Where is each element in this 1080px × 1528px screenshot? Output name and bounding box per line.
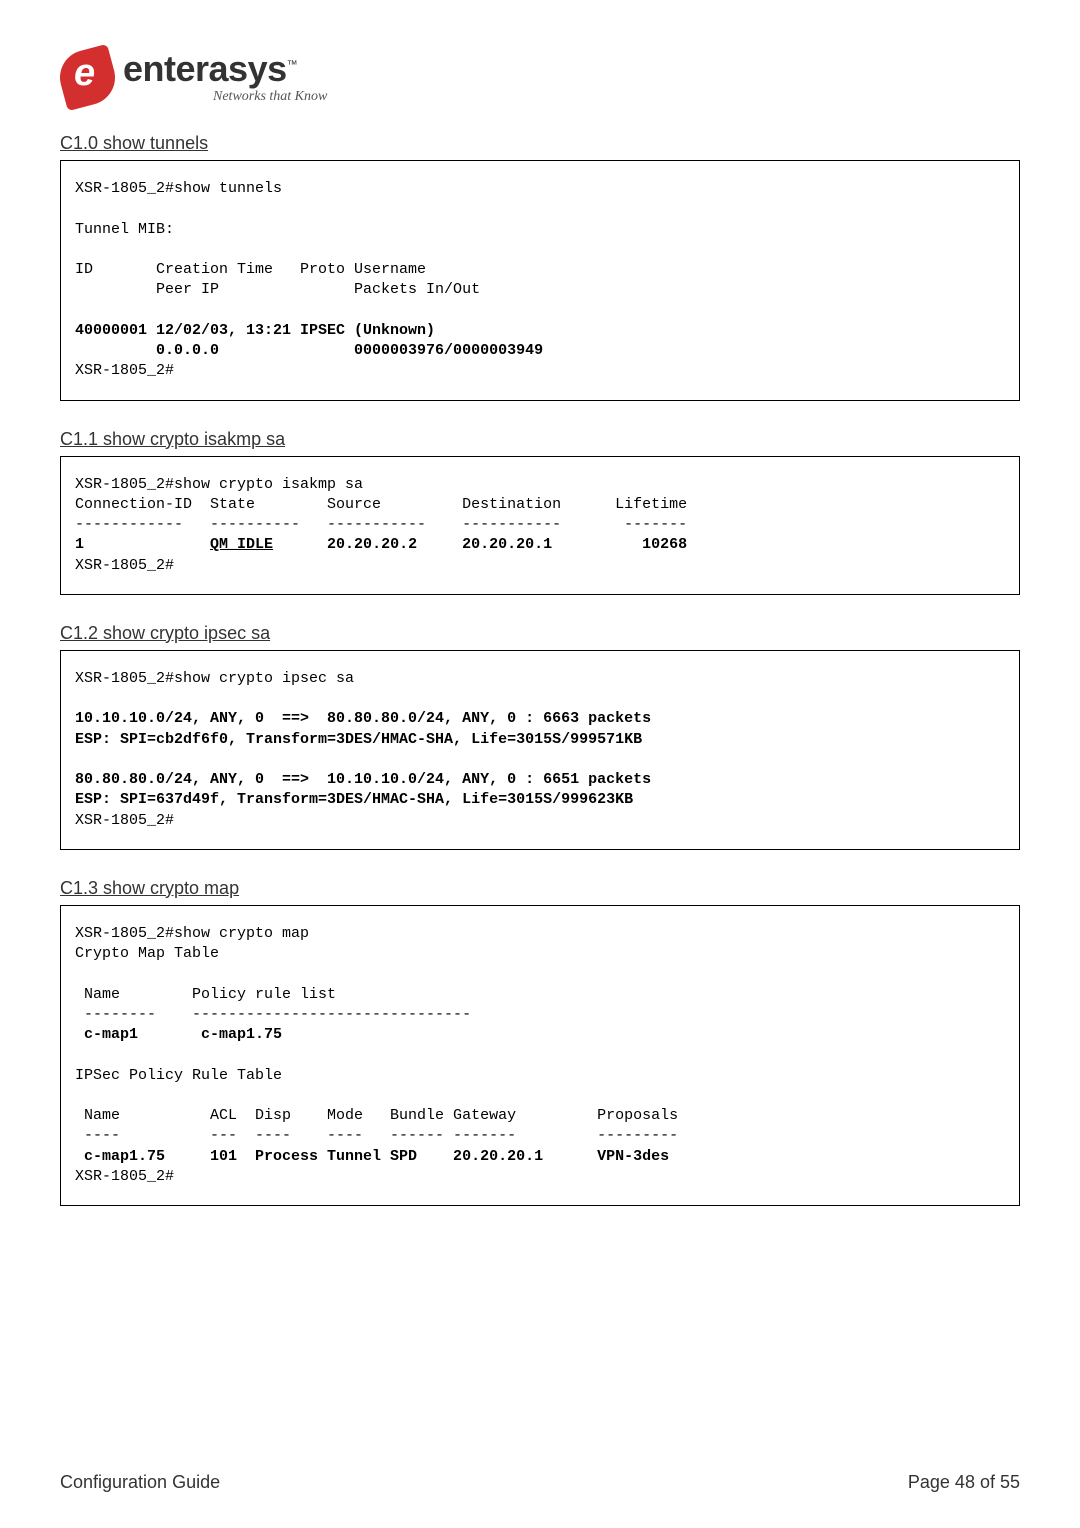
term-line: Crypto Map Table: [75, 945, 219, 962]
term-line: -------- -------------------------------: [75, 1006, 471, 1023]
term-line: XSR-1805_2#show crypto ipsec sa: [75, 670, 354, 687]
term-line: XSR-1805_2#: [75, 1168, 174, 1185]
terminal-box-tunnels: XSR-1805_2#show tunnels Tunnel MIB: ID C…: [60, 160, 1020, 401]
term-line: Name Policy rule list: [75, 986, 336, 1003]
logo-container: e enterasys™ Networks that Know: [60, 50, 1020, 105]
term-line: ---- --- ---- ---- ------ ------- ------…: [75, 1127, 678, 1144]
term-line: XSR-1805_2#show crypto isakmp sa: [75, 476, 363, 493]
footer-right: Page 48 of 55: [908, 1472, 1020, 1493]
footer-left: Configuration Guide: [60, 1472, 220, 1493]
terminal-box-ipsec: XSR-1805_2#show crypto ipsec sa 10.10.10…: [60, 650, 1020, 850]
section-heading-isakmp: C1.1 show crypto isakmp sa: [60, 429, 1020, 450]
term-line-bold: 0.0.0.0 0000003976/0000003949: [75, 342, 543, 359]
term-line-bold: ESP: SPI=637d49f, Transform=3DES/HMAC-SH…: [75, 791, 633, 808]
term-line: Tunnel MIB:: [75, 221, 174, 238]
brand-name: enterasys™: [123, 51, 327, 87]
term-line: XSR-1805_2#show crypto map: [75, 925, 309, 942]
term-line-bold: 20.20.20.2 20.20.20.1 10268: [273, 536, 687, 553]
term-line: IPSec Policy Rule Table: [75, 1067, 282, 1084]
term-line: XSR-1805_2#: [75, 557, 174, 574]
term-line: ------------ ---------- ----------- ----…: [75, 516, 687, 533]
term-line-bold: ESP: SPI=cb2df6f0, Transform=3DES/HMAC-S…: [75, 731, 642, 748]
swoosh-letter: e: [74, 52, 95, 95]
term-line: ID Creation Time Proto Username: [75, 261, 426, 278]
term-line-bold: 10.10.10.0/24, ANY, 0 ==> 80.80.80.0/24,…: [75, 710, 651, 727]
page-footer: Configuration Guide Page 48 of 55: [60, 1472, 1020, 1493]
logo-swoosh: e: [60, 50, 115, 105]
term-line-bold: 1: [75, 536, 210, 553]
tagline: Networks that Know: [213, 89, 327, 105]
terminal-box-isakmp: XSR-1805_2#show crypto isakmp sa Connect…: [60, 456, 1020, 595]
trademark-symbol: ™: [287, 59, 298, 71]
brand-text: enterasys: [123, 48, 287, 89]
term-line: Peer IP Packets In/Out: [75, 281, 480, 298]
terminal-box-crypto-map: XSR-1805_2#show crypto map Crypto Map Ta…: [60, 905, 1020, 1206]
term-line-bold: 80.80.80.0/24, ANY, 0 ==> 10.10.10.0/24,…: [75, 771, 651, 788]
term-line: XSR-1805_2#: [75, 362, 174, 379]
term-line: XSR-1805_2#show tunnels: [75, 180, 282, 197]
term-line-bold: 40000001 12/02/03, 13:21 IPSEC (Unknown): [75, 322, 435, 339]
term-line: Connection-ID State Source Destination L…: [75, 496, 687, 513]
logo-text-block: enterasys™ Networks that Know: [123, 51, 327, 105]
section-heading-tunnels: C1.0 show tunnels: [60, 133, 1020, 154]
term-line: XSR-1805_2#: [75, 812, 174, 829]
term-line: Name ACL Disp Mode Bundle Gateway Propos…: [75, 1107, 678, 1124]
section-heading-ipsec: C1.2 show crypto ipsec sa: [60, 623, 1020, 644]
term-line-bold-underline: QM_IDLE: [210, 536, 273, 553]
term-line-bold: c-map1.75 101 Process Tunnel SPD 20.20.2…: [75, 1148, 669, 1165]
section-heading-crypto-map: C1.3 show crypto map: [60, 878, 1020, 899]
term-line-bold: c-map1 c-map1.75: [75, 1026, 282, 1043]
